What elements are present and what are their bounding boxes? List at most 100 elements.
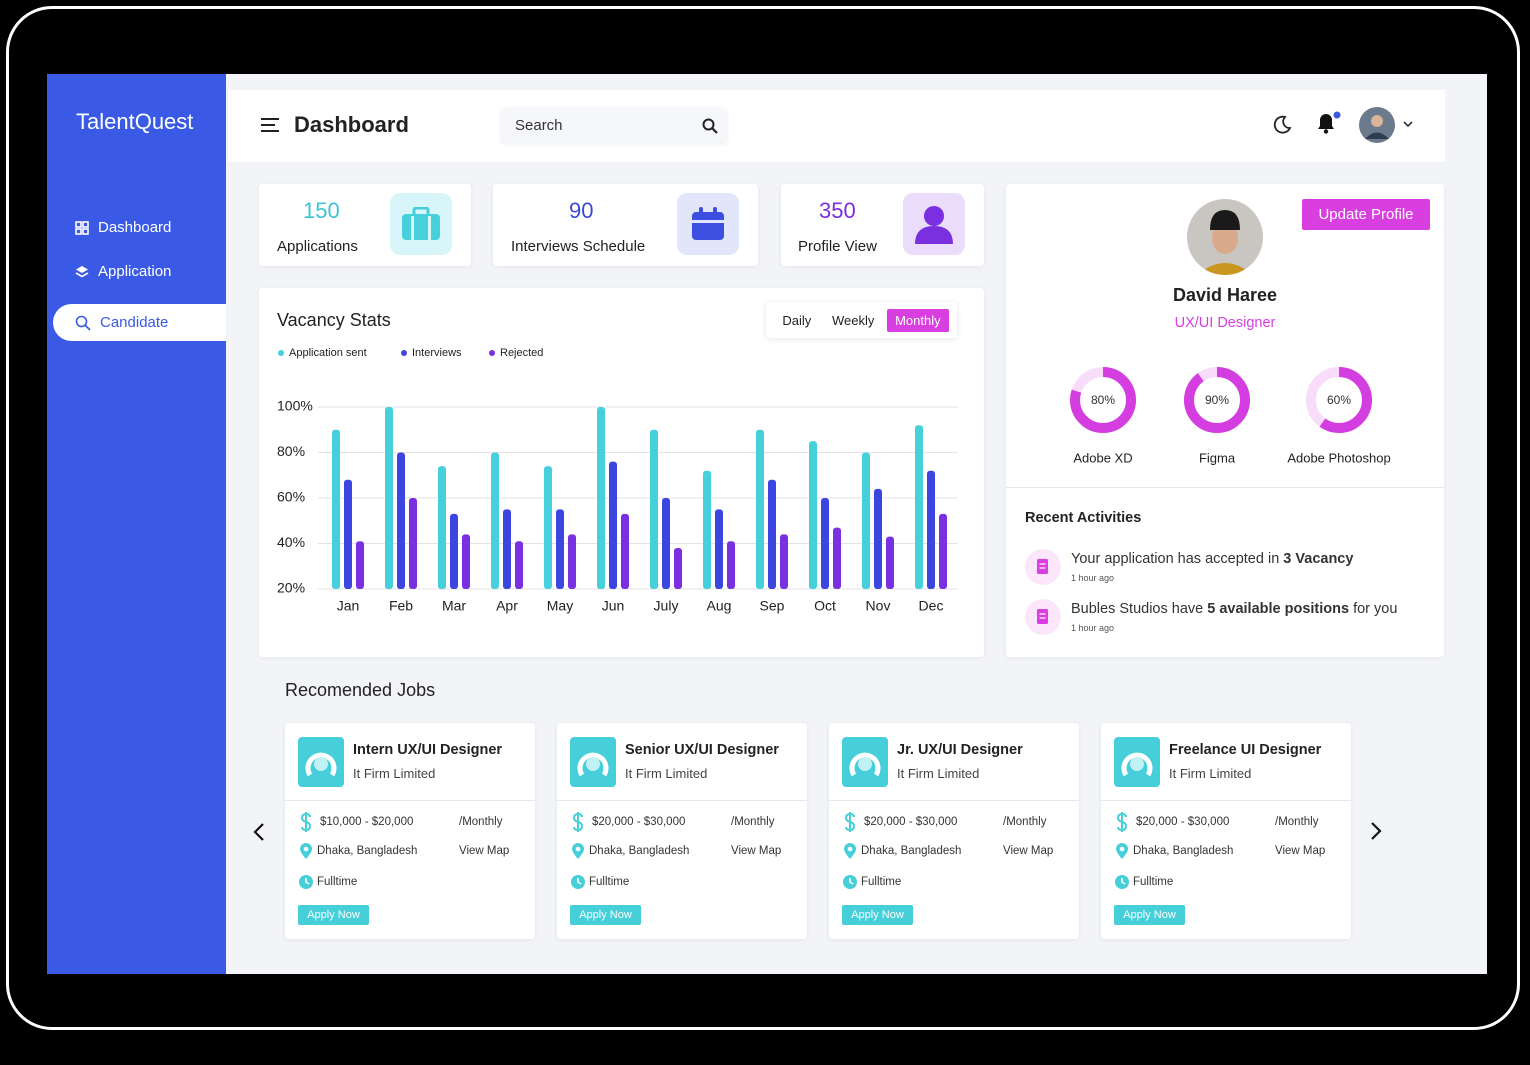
theme-toggle[interactable] (1272, 115, 1292, 135)
notification-bell[interactable] (1314, 110, 1342, 136)
job-location: Dhaka, Bangladesh (317, 845, 418, 857)
prev-arrow[interactable] (252, 822, 266, 842)
skill-name: Figma (1199, 450, 1236, 465)
view-map-link[interactable]: View Map (459, 845, 510, 857)
job-company: It Firm Limited (353, 766, 436, 781)
period-toggle: Daily Weekly Monthly (766, 302, 957, 338)
job-salary: $20,000 - $30,000 (592, 816, 686, 828)
bar (450, 513, 458, 589)
activity-message: Bubles Studios have (1071, 601, 1204, 617)
bar (491, 452, 499, 589)
salary-icon (1116, 812, 1128, 837)
sidebar (47, 74, 226, 974)
stat-card: 90 Interviews Schedule (493, 184, 758, 266)
page-title: Dashboard (294, 112, 409, 137)
x-tick-label: Apr (496, 598, 518, 614)
legend-swatch (278, 350, 284, 356)
divider (557, 800, 807, 801)
donut-arc (1070, 367, 1136, 433)
type-icon (1115, 875, 1129, 894)
update-profile-button[interactable]: Update Profile (1302, 199, 1430, 230)
view-map-link[interactable]: View Map (1003, 845, 1054, 857)
legend-swatch (489, 350, 495, 356)
job-card: Intern UX/UI Designer It Firm Limited $10,… (285, 723, 535, 939)
x-tick-label: Nov (866, 598, 891, 614)
salary-icon (844, 812, 856, 837)
job-type: Fulltime (861, 876, 902, 888)
search-box[interactable]: Search (501, 108, 727, 143)
bar (568, 534, 576, 589)
stat-value: 150 (303, 198, 340, 223)
legend-label: Rejected (500, 347, 543, 359)
brand: TalentQuest (76, 109, 194, 134)
stat-value: 90 (569, 198, 594, 223)
apply-button[interactable]: Apply Now (298, 905, 369, 925)
stat-label: Applications (277, 238, 358, 255)
y-tick-label: 40% (277, 534, 305, 550)
bar (662, 498, 670, 589)
type-icon (843, 875, 857, 894)
skill-name: Adobe Photoshop (1287, 450, 1390, 465)
search-icon (702, 118, 718, 134)
activity-time: 1 hour ago (1071, 623, 1115, 633)
job-logo (1114, 737, 1160, 787)
period-option[interactable]: Daily (782, 312, 812, 328)
stat-icon (677, 193, 739, 255)
bar (544, 466, 552, 589)
nav-item[interactable]: Dashboard (53, 209, 226, 246)
job-logo (570, 737, 616, 787)
job-location: Dhaka, Bangladesh (1133, 845, 1234, 857)
job-location: Dhaka, Bangladesh (861, 845, 962, 857)
x-tick-label: Aug (707, 598, 732, 614)
apply-button[interactable]: Apply Now (842, 905, 913, 925)
job-salary: $20,000 - $30,000 (1136, 816, 1230, 828)
activities-title: Recent Activities (1025, 510, 1142, 526)
job-title: Intern UX/UI Designer (353, 742, 503, 758)
bar (609, 461, 617, 589)
activity-highlight: 5 available positions (1207, 601, 1350, 617)
bar (515, 541, 523, 589)
activity-message: for you (1353, 601, 1398, 617)
apply-button[interactable]: Apply Now (1114, 905, 1185, 925)
x-tick-label: Feb (389, 598, 413, 614)
x-tick-label: Jun (602, 598, 625, 614)
bar (703, 470, 711, 589)
y-tick-label: 60% (277, 489, 305, 505)
bar (768, 479, 776, 589)
bar (727, 541, 735, 589)
nav-item[interactable]: Application (53, 253, 226, 290)
x-tick-label: July (654, 598, 679, 614)
period-option[interactable]: Weekly (831, 312, 875, 328)
bar (397, 452, 405, 589)
jobs-title: Recomended Jobs (285, 680, 436, 700)
location-icon (844, 843, 856, 865)
job-salary: $20,000 - $30,000 (864, 816, 958, 828)
menu-icon[interactable] (261, 118, 279, 132)
nav-icon (75, 265, 89, 277)
bar (556, 509, 564, 589)
stat-value: 350 (819, 198, 856, 223)
apply-button[interactable]: Apply Now (570, 905, 641, 925)
job-card: Freelance UI Designer It Firm Limited $20,… (1101, 723, 1351, 939)
bar (939, 513, 947, 589)
x-tick-label: Oct (814, 598, 836, 614)
next-arrow[interactable] (1369, 821, 1383, 841)
location-icon (1116, 843, 1128, 865)
bar (915, 425, 923, 589)
x-tick-label: Mar (442, 598, 466, 614)
job-title: Senior UX/UI Designer (625, 742, 779, 758)
user-menu[interactable] (1358, 106, 1418, 144)
top-bar (228, 90, 1445, 162)
job-period: /Monthly (731, 816, 775, 828)
job-type: Fulltime (317, 876, 358, 888)
view-map-link[interactable]: View Map (1275, 845, 1326, 857)
bar (809, 441, 817, 589)
job-location: Dhaka, Bangladesh (589, 845, 690, 857)
nav-label: Application (98, 263, 172, 280)
view-map-link[interactable]: View Map (731, 845, 782, 857)
job-salary: $10,000 - $20,000 (320, 816, 414, 828)
period-option[interactable]: Monthly (887, 308, 949, 332)
nav-item[interactable]: Candidate (53, 304, 226, 341)
bar (344, 479, 352, 589)
